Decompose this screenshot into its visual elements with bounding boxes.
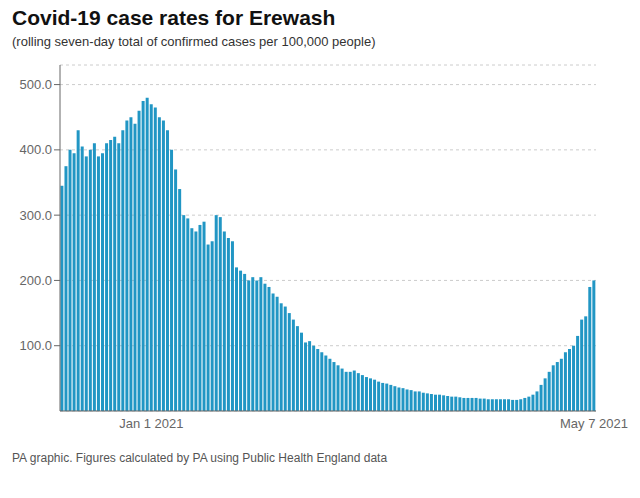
svg-text:100.0: 100.0	[19, 338, 52, 353]
svg-text:Jan 1 2021: Jan 1 2021	[119, 416, 183, 431]
html-text:(rolling seven-day total of co: (rolling seven-day total of confirmed ca…	[12, 34, 376, 49]
svg-text:400.0: 400.0	[19, 142, 52, 157]
svg-text:200.0: 200.0	[19, 273, 52, 288]
html-text:PA graphic. Figures calculated: PA graphic. Figures calculated by PA usi…	[12, 451, 388, 465]
html-text:Covid-19 case rates for Erewas: Covid-19 case rates for Erewash	[12, 6, 336, 29]
svg-text:300.0: 300.0	[19, 208, 52, 223]
svg-text:500.0: 500.0	[19, 77, 52, 92]
svg-text:May 7 2021: May 7 2021	[560, 416, 628, 431]
